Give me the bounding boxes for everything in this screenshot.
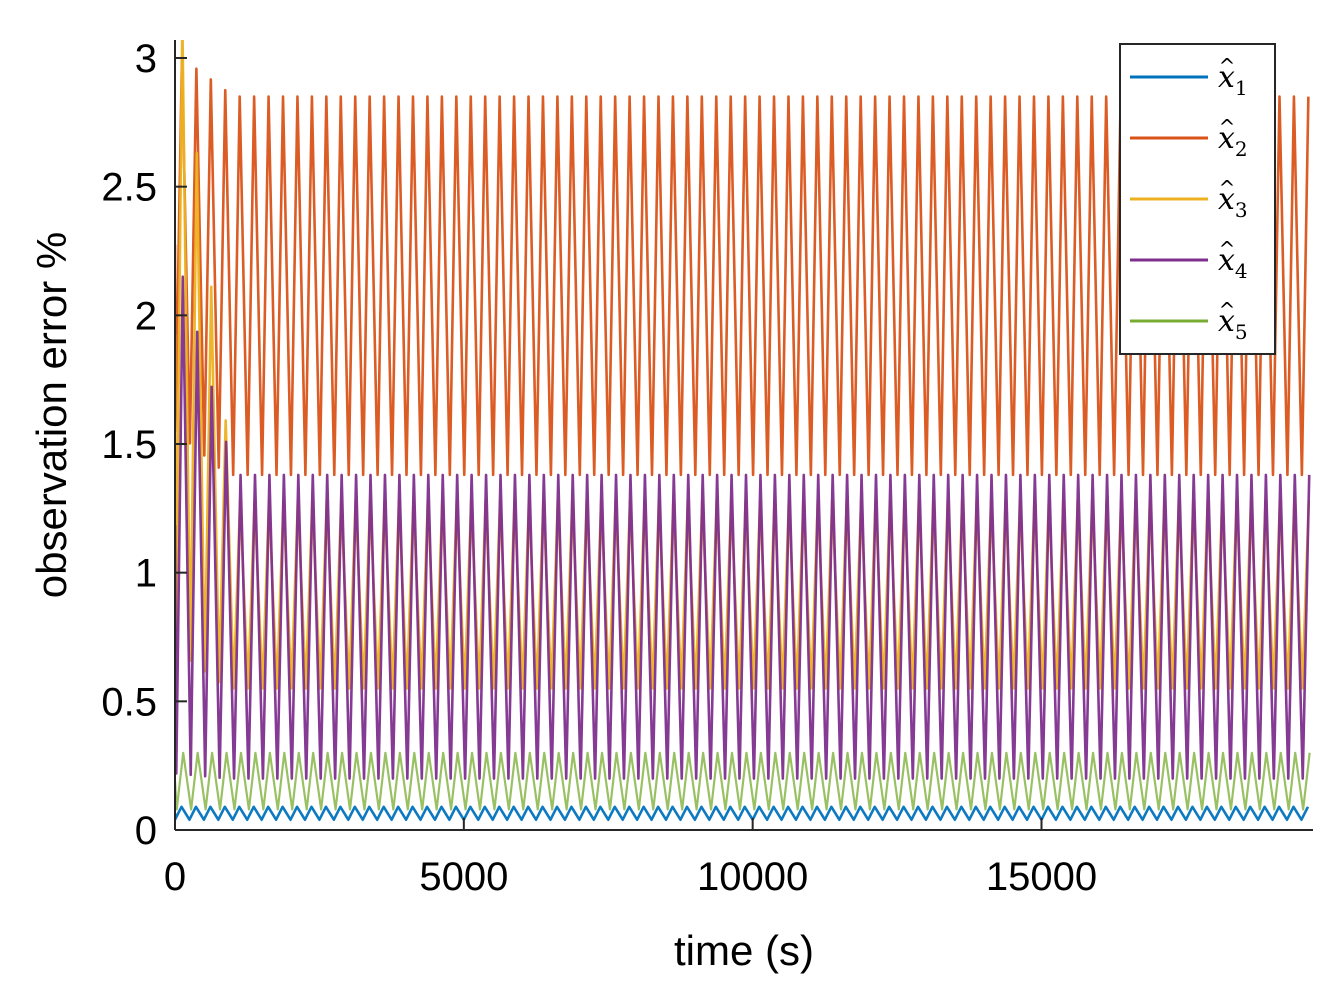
series-line-1 bbox=[175, 805, 1310, 822]
series-line-4 bbox=[175, 275, 1311, 780]
y-ticks: 0 0.5 1 1.5 2 2.5 3 bbox=[101, 37, 187, 853]
series-line-2 bbox=[175, 56, 1310, 477]
legend-label: x3 bbox=[1218, 182, 1248, 222]
x-tick-label: 15000 bbox=[986, 855, 1097, 899]
legend-hat: ^ bbox=[1219, 54, 1236, 78]
legend-label: x4 bbox=[1218, 243, 1248, 283]
x-tick-label: 0 bbox=[164, 855, 186, 899]
legend-label: x1 bbox=[1218, 60, 1248, 100]
series-layer bbox=[175, 40, 1311, 822]
y-tick-label: 1 bbox=[135, 552, 157, 596]
legend-hat: ^ bbox=[1219, 237, 1236, 261]
x-tick-label: 10000 bbox=[697, 855, 808, 899]
legend-hat: ^ bbox=[1219, 298, 1236, 322]
legend-item-2[interactable]: x2^ bbox=[1130, 115, 1248, 161]
series-line-5 bbox=[175, 751, 1311, 811]
legend[interactable]: x1^x2^x3^x4^x5^ bbox=[1119, 43, 1276, 355]
y-tick-label: 0 bbox=[135, 809, 157, 853]
y-tick-label: 2.5 bbox=[101, 166, 157, 210]
legend-item-1[interactable]: x1^ bbox=[1130, 54, 1248, 100]
legend-label: x5 bbox=[1218, 304, 1248, 344]
y-tick-label: 0.5 bbox=[101, 680, 157, 724]
y-axis-label: observation error % bbox=[28, 232, 75, 599]
y-tick-label: 2 bbox=[135, 294, 157, 338]
legend-item-5[interactable]: x5^ bbox=[1130, 298, 1248, 344]
legend-hat: ^ bbox=[1219, 176, 1236, 200]
x-tick-label: 5000 bbox=[419, 855, 508, 899]
legend-label: x2 bbox=[1218, 121, 1248, 161]
y-tick-label: 3 bbox=[135, 37, 157, 81]
y-tick-label: 1.5 bbox=[101, 423, 157, 467]
x-axis-label: time (s) bbox=[674, 927, 814, 974]
legend-item-3[interactable]: x3^ bbox=[1130, 176, 1248, 222]
legend-hat: ^ bbox=[1219, 115, 1236, 139]
legend-item-4[interactable]: x4^ bbox=[1130, 237, 1248, 283]
x-ticks: 0 5000 10000 15000 bbox=[164, 818, 1097, 899]
